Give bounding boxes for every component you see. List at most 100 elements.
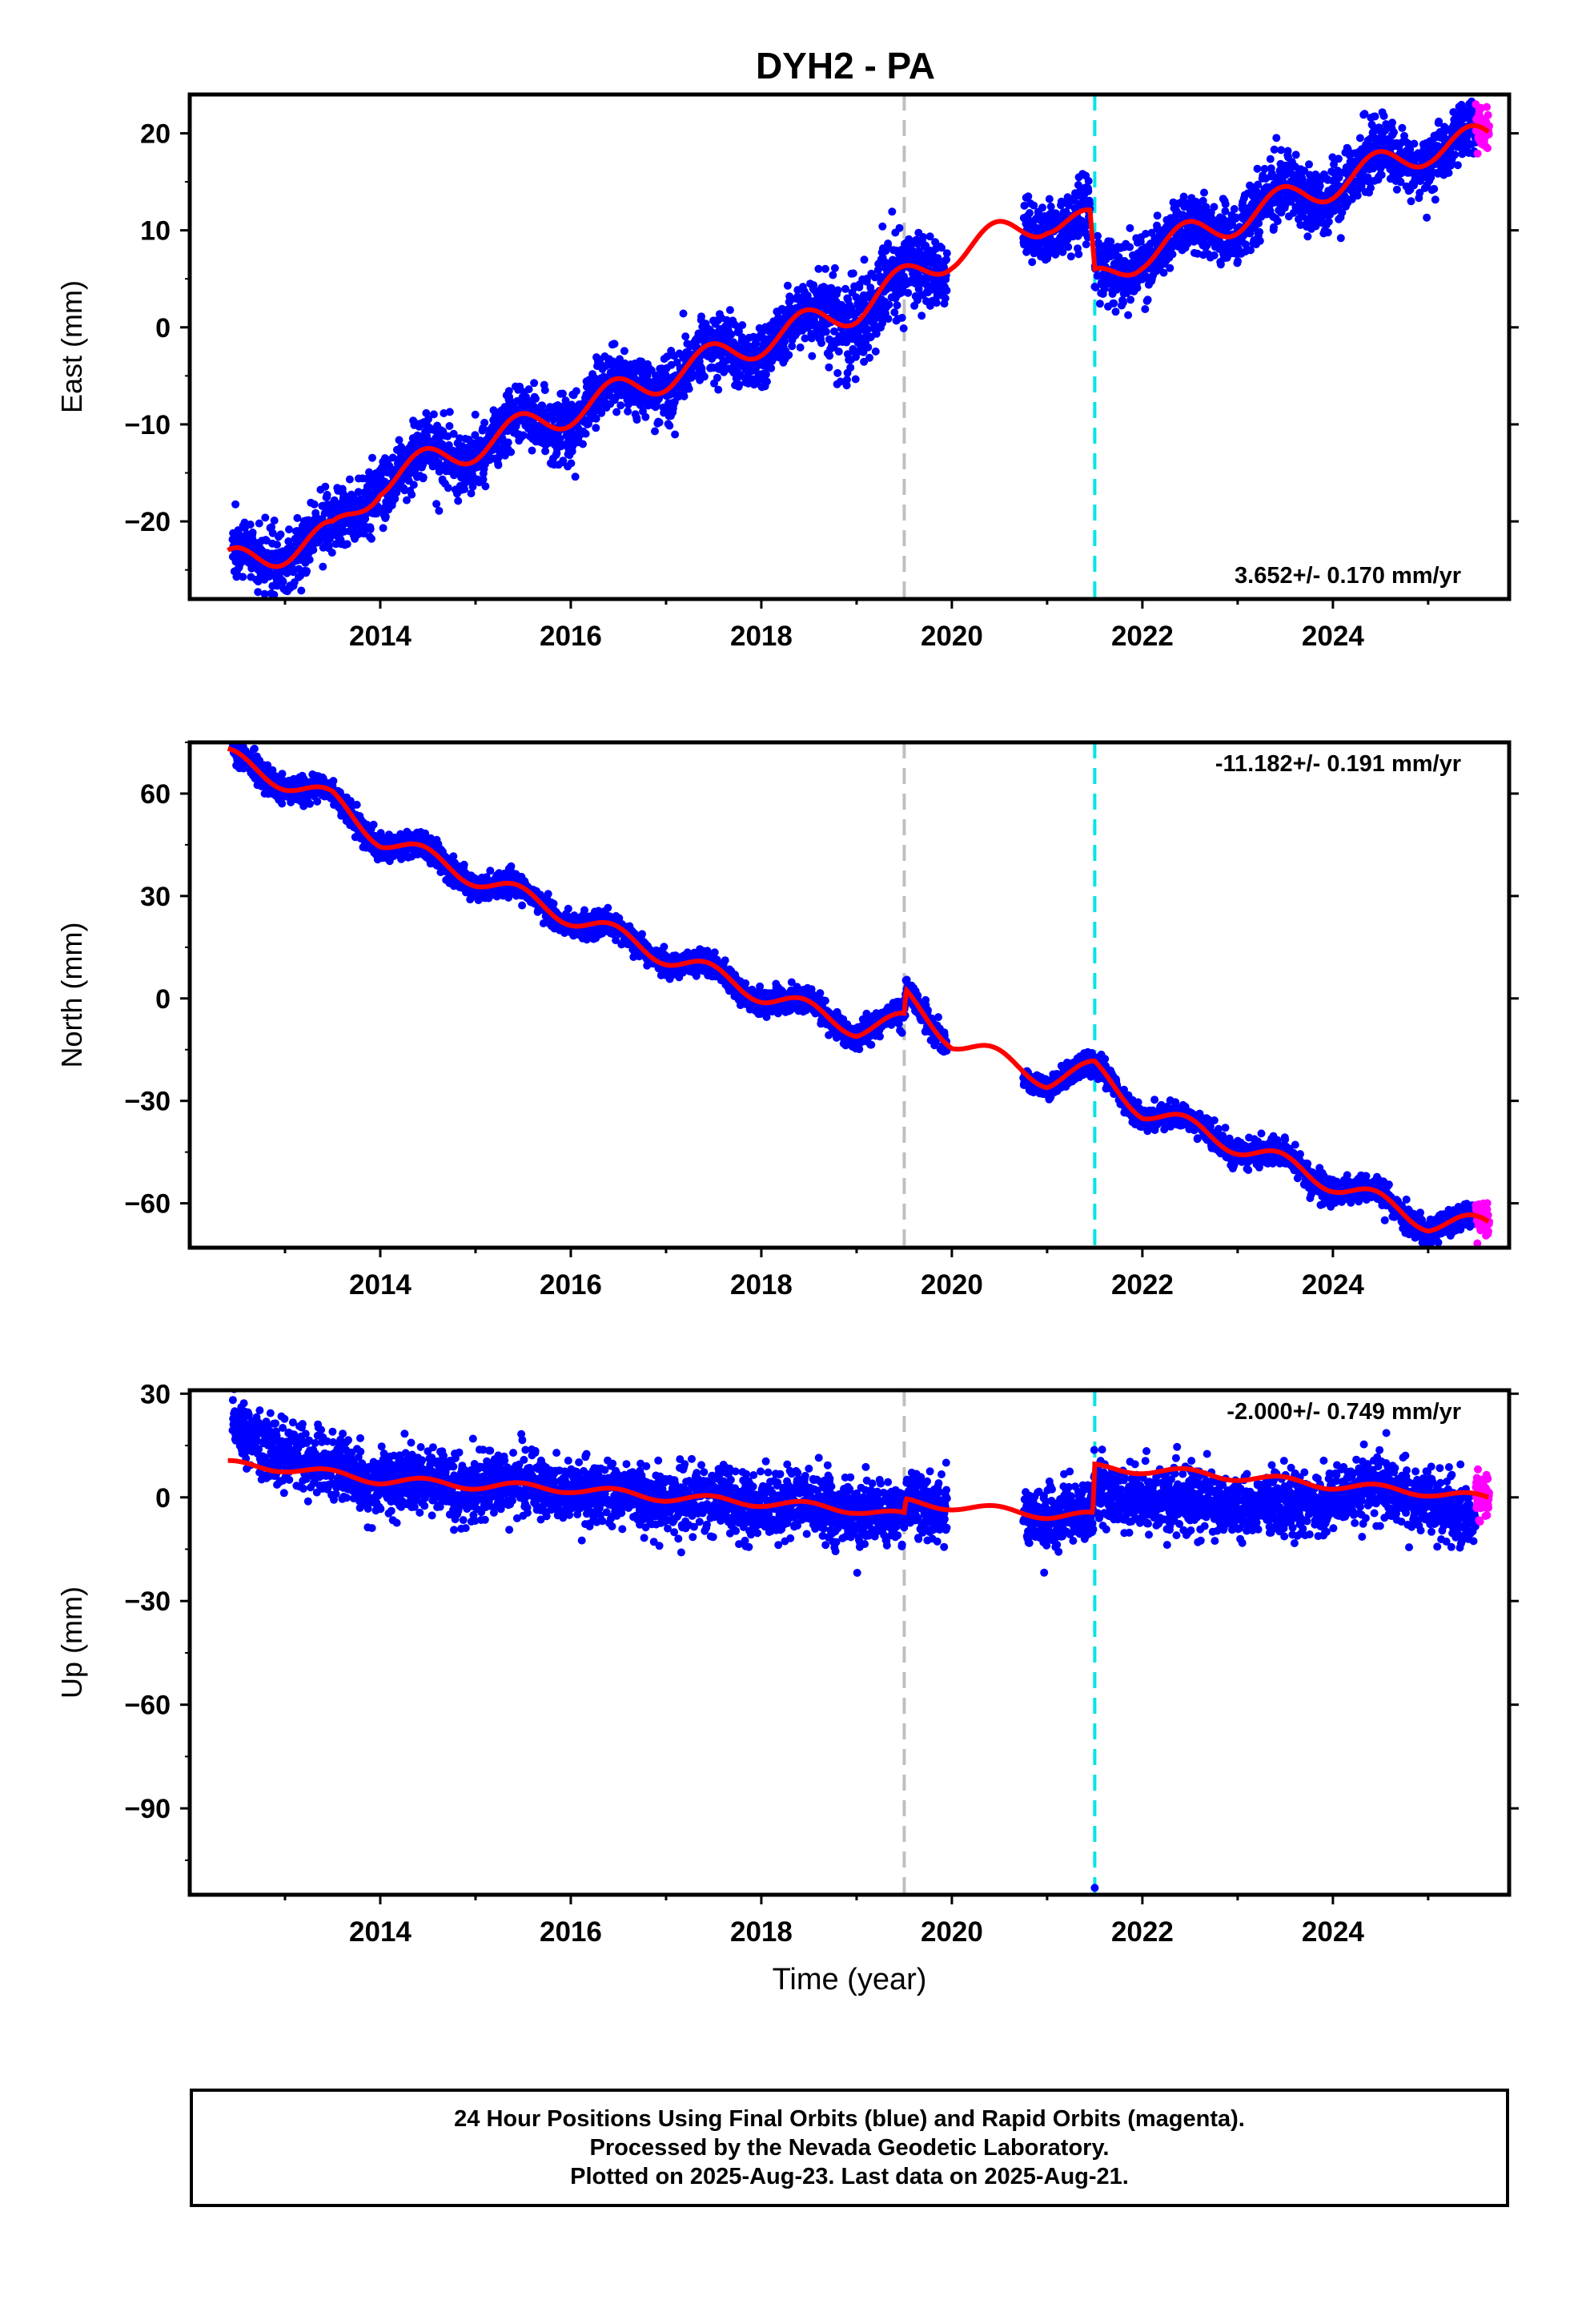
data-point [306,799,314,808]
east-series-final-orbits [228,97,1480,599]
data-point [762,377,771,386]
north-plot-area [227,742,1493,1248]
data-point [532,394,540,403]
data-point [345,475,354,484]
data-point [1168,250,1177,259]
data-point [391,494,400,503]
data-point [890,308,899,316]
data-point [519,431,528,440]
data-point [255,519,263,528]
data-point [1266,155,1275,163]
data-point [713,373,721,382]
data-point [1355,134,1364,143]
data-point [321,482,330,491]
data-point [847,304,856,312]
data-point [516,382,524,391]
data-point [655,418,664,427]
east-ylabel: East (mm) [55,280,88,413]
east-ytick-label: −10 [124,410,171,440]
data-point [1305,160,1313,169]
east-frame [187,92,1512,601]
data-point [368,453,376,462]
data-point [833,286,842,295]
east-xtick-label: 2020 [921,621,983,652]
data-point [610,340,619,348]
data-point [761,370,770,379]
data-point [735,380,744,389]
data-point [873,266,882,275]
data-point [1451,151,1460,159]
data-point [432,500,441,509]
data-point [1390,128,1398,137]
data-point [444,484,452,493]
data-point [276,530,285,539]
data-point [313,797,322,806]
data-point [592,424,600,432]
data-point [395,436,404,444]
data-point [422,408,431,417]
data-point [1111,308,1120,316]
data-point [305,555,314,564]
data-point [725,306,734,315]
data-point [261,513,270,522]
data-point [801,334,809,343]
data-point [246,521,255,529]
data-point [571,472,580,481]
data-point [567,459,576,468]
data-point [239,573,247,581]
data-point [620,347,628,356]
data-point [424,415,432,424]
north-series-final-orbits [228,742,1480,1248]
data-point [821,328,830,336]
data-point [524,385,533,394]
data-point [808,352,817,360]
data-point [285,525,293,534]
data-point [893,301,901,310]
data-point [1133,283,1142,292]
data-point [897,313,906,322]
east-ytick-label: 0 [155,313,171,344]
data-point [825,363,833,372]
east-plot-area [227,94,1493,599]
data-point [1277,146,1286,155]
data-point [632,416,641,424]
data-point [403,496,411,505]
data-point [278,770,287,778]
figure-title: DYH2 - PA [756,45,935,86]
data-point [665,421,674,430]
data-point [817,339,825,348]
data-point [932,299,941,308]
data-point [1273,217,1282,226]
data-point [1253,164,1262,173]
data-point [1379,111,1388,120]
data-point [885,300,893,309]
data-point [468,482,477,491]
data-point [556,434,564,443]
data-point [504,387,513,396]
data-point [814,264,823,273]
data-point [507,448,516,456]
east-xtick-label: 2014 [349,621,412,652]
east-rate-label: 3.652+/- 0.170 mm/yr [1235,563,1461,589]
east-xtick-label: 2018 [730,621,793,652]
data-point [830,263,839,272]
data-point [1084,177,1093,185]
data-point [1483,103,1491,111]
data-point [785,351,793,360]
data-point [1336,234,1345,243]
data-point [841,284,849,293]
data-point [1106,237,1115,246]
data-point [697,312,705,321]
data-point [467,489,476,498]
data-point [1315,182,1324,191]
data-point [409,480,418,489]
data-point [1484,144,1492,152]
data-point [1388,119,1396,127]
data-point [884,315,893,324]
data-point [700,372,709,381]
data-point [942,286,951,295]
data-point [1124,311,1133,320]
data-point [538,401,547,410]
data-point [796,343,805,352]
data-point [498,434,507,443]
